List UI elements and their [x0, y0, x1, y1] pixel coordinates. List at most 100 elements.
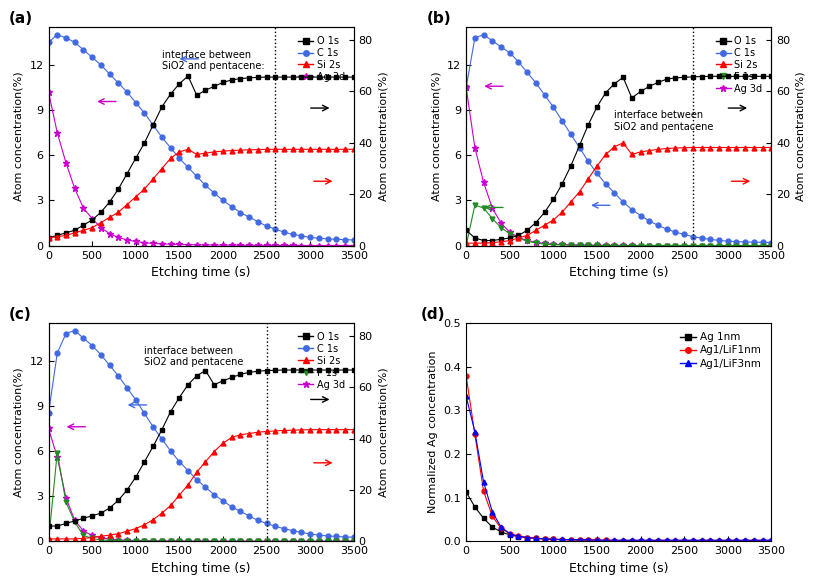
Ag 1nm	[488, 523, 498, 530]
Ag1/LiF1nm	[462, 372, 471, 379]
Ag1/LiF1nm	[557, 536, 567, 543]
Ag 1nm	[540, 536, 550, 543]
Ag1/LiF1nm	[688, 537, 698, 544]
Line: Ag1/LiF3nm: Ag1/LiF3nm	[464, 394, 774, 543]
Ag1/LiF1nm	[662, 537, 672, 544]
Ag1/LiF1nm	[583, 537, 593, 544]
Ag 1nm	[618, 537, 628, 544]
Text: (c): (c)	[9, 306, 32, 322]
Ag1/LiF1nm	[679, 537, 689, 544]
Ag 1nm	[548, 536, 558, 543]
Ag1/LiF1nm	[531, 535, 541, 542]
Text: (d): (d)	[421, 306, 445, 322]
X-axis label: Etching time (s): Etching time (s)	[151, 266, 251, 279]
Ag1/LiF3nm	[583, 536, 593, 543]
Ag1/LiF1nm	[479, 488, 489, 495]
Ag1/LiF1nm	[636, 537, 645, 544]
Ag 1nm	[479, 515, 489, 522]
Ag1/LiF1nm	[705, 537, 715, 544]
Y-axis label: Atom concentration(%): Atom concentration(%)	[378, 367, 388, 497]
Ag 1nm	[679, 537, 689, 544]
Ag1/LiF3nm	[462, 393, 471, 400]
Ag 1nm	[505, 532, 515, 539]
Ag1/LiF3nm	[697, 537, 707, 544]
Ag1/LiF3nm	[600, 537, 610, 544]
Text: (b): (b)	[426, 11, 451, 26]
Ag1/LiF3nm	[671, 537, 681, 544]
Ag1/LiF1nm	[496, 525, 506, 532]
Ag1/LiF3nm	[723, 537, 733, 544]
Text: (a): (a)	[9, 11, 33, 26]
Line: Ag1/LiF1nm: Ag1/LiF1nm	[464, 373, 774, 543]
Ag 1nm	[470, 503, 480, 510]
Ag1/LiF1nm	[488, 513, 498, 520]
Ag1/LiF3nm	[705, 537, 715, 544]
Legend: Ag 1nm, Ag1/LiF1nm, Ag1/LiF3nm: Ag 1nm, Ag1/LiF1nm, Ag1/LiF3nm	[676, 328, 766, 373]
Ag1/LiF1nm	[627, 537, 636, 544]
Y-axis label: Normalized Ag concentration: Normalized Ag concentration	[428, 351, 438, 513]
Ag1/LiF1nm	[653, 537, 663, 544]
Ag1/LiF1nm	[740, 537, 750, 544]
Ag 1nm	[566, 536, 576, 543]
Ag1/LiF1nm	[757, 537, 767, 544]
Ag1/LiF3nm	[522, 534, 532, 541]
Ag1/LiF1nm	[470, 431, 480, 438]
Legend: O 1s, C 1s, Si 2s, F 1s, Ag 3d: O 1s, C 1s, Si 2s, F 1s, Ag 3d	[712, 32, 766, 98]
Ag 1nm	[653, 537, 663, 544]
Ag 1nm	[462, 489, 471, 496]
Ag 1nm	[583, 537, 593, 544]
Ag 1nm	[714, 537, 724, 544]
Ag1/LiF1nm	[697, 537, 707, 544]
Ag1/LiF3nm	[731, 537, 741, 544]
Ag1/LiF3nm	[688, 537, 698, 544]
Ag1/LiF1nm	[749, 537, 759, 544]
Ag 1nm	[636, 537, 645, 544]
Ag 1nm	[600, 537, 610, 544]
Ag 1nm	[688, 537, 698, 544]
Ag1/LiF3nm	[592, 537, 602, 544]
Ag 1nm	[514, 533, 524, 540]
Ag1/LiF1nm	[540, 536, 550, 543]
Ag1/LiF1nm	[505, 530, 515, 537]
Ag1/LiF3nm	[636, 537, 645, 544]
Legend: O 1s, C 1s, Si 2s, Ag 3d: O 1s, C 1s, Si 2s, Ag 3d	[294, 32, 349, 86]
Ag1/LiF1nm	[645, 537, 654, 544]
Ag1/LiF1nm	[514, 533, 524, 540]
Ag1/LiF1nm	[566, 536, 576, 543]
Y-axis label: Atom concentration(%): Atom concentration(%)	[431, 71, 442, 201]
Ag1/LiF1nm	[714, 537, 724, 544]
Legend: O 1s, C 1s, Si 2s, F 1s, Ag 3d: O 1s, C 1s, Si 2s, F 1s, Ag 3d	[294, 328, 349, 393]
Ag 1nm	[557, 536, 567, 543]
Ag1/LiF3nm	[566, 536, 576, 543]
Ag1/LiF3nm	[479, 479, 489, 486]
Ag1/LiF3nm	[548, 536, 558, 543]
Ag1/LiF1nm	[723, 537, 733, 544]
Ag1/LiF3nm	[714, 537, 724, 544]
Line: Ag 1nm: Ag 1nm	[464, 490, 774, 543]
Ag1/LiF1nm	[522, 534, 532, 541]
Ag1/LiF1nm	[574, 537, 584, 544]
Ag1/LiF1nm	[671, 537, 681, 544]
Ag 1nm	[531, 535, 541, 542]
Ag 1nm	[723, 537, 733, 544]
Ag1/LiF3nm	[574, 536, 584, 543]
Y-axis label: Atom concentration(%): Atom concentration(%)	[14, 71, 24, 201]
Ag1/LiF3nm	[514, 533, 524, 540]
Text: interface between
SiO2 and pentacene: interface between SiO2 and pentacene	[614, 110, 714, 132]
Ag1/LiF1nm	[731, 537, 741, 544]
Ag1/LiF3nm	[505, 530, 515, 537]
Ag1/LiF3nm	[645, 537, 654, 544]
Ag 1nm	[766, 537, 776, 544]
Text: interface between
SiO2 and pentacene:: interface between SiO2 and pentacene:	[162, 50, 265, 71]
Ag1/LiF3nm	[627, 537, 636, 544]
Ag 1nm	[609, 537, 619, 544]
Y-axis label: Atom concentration(%): Atom concentration(%)	[378, 71, 388, 201]
Y-axis label: Atom concentration(%): Atom concentration(%)	[796, 71, 806, 201]
Text: interface between
SiO2 and pentacene: interface between SiO2 and pentacene	[145, 346, 243, 367]
Ag 1nm	[522, 534, 532, 541]
Ag 1nm	[740, 537, 750, 544]
Ag1/LiF3nm	[618, 537, 628, 544]
Ag 1nm	[627, 537, 636, 544]
Ag 1nm	[592, 537, 602, 544]
Ag1/LiF3nm	[662, 537, 672, 544]
